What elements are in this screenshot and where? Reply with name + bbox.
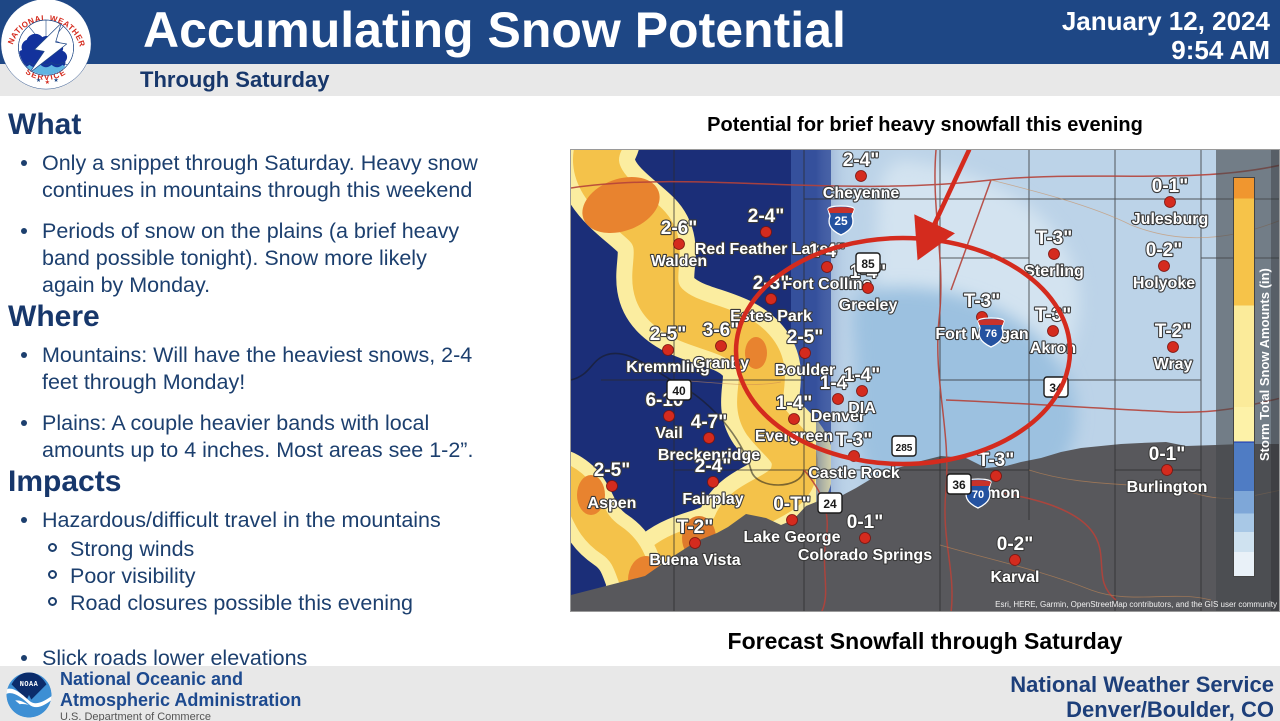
svg-text:0-2": 0-2" xyxy=(997,534,1033,555)
svg-text:36: 36 xyxy=(952,478,966,492)
svg-text:T-2": T-2" xyxy=(1155,321,1191,342)
svg-text:T-3": T-3" xyxy=(978,450,1014,471)
svg-text:0-1": 0-1" xyxy=(1149,444,1185,465)
svg-text:4-7": 4-7" xyxy=(691,412,727,433)
svg-text:0-2": 0-2" xyxy=(1146,240,1182,261)
svg-text:★: ★ xyxy=(36,77,41,84)
svg-text:2-5": 2-5" xyxy=(594,460,630,481)
svg-text:1-4": 1-4" xyxy=(844,365,880,386)
svg-text:Greeley: Greeley xyxy=(839,297,898,314)
svg-text:Buena Vista: Buena Vista xyxy=(649,552,740,569)
svg-text:76: 76 xyxy=(985,328,997,340)
svg-text:24: 24 xyxy=(823,497,837,511)
svg-text:2-4": 2-4" xyxy=(748,206,784,227)
svg-text:285: 285 xyxy=(896,443,913,454)
svg-text:Vail: Vail xyxy=(655,425,683,442)
svg-text:2-4": 2-4" xyxy=(843,150,879,171)
svg-text:40: 40 xyxy=(672,384,686,398)
svg-text:Karval: Karval xyxy=(991,569,1040,586)
svg-text:DIA: DIA xyxy=(848,400,876,417)
svg-text:0-T": 0-T" xyxy=(773,494,811,515)
svg-text:★: ★ xyxy=(45,79,50,86)
svg-text:2-5": 2-5" xyxy=(787,327,823,348)
svg-text:T-3": T-3" xyxy=(964,291,1000,312)
svg-text:2-4": 2-4" xyxy=(695,456,731,477)
svg-text:25: 25 xyxy=(834,214,848,228)
svg-text:NOAA: NOAA xyxy=(20,681,39,689)
svg-text:85: 85 xyxy=(861,257,875,271)
svg-text:★: ★ xyxy=(53,77,58,84)
svg-text:Granby: Granby xyxy=(693,355,749,372)
svg-text:70: 70 xyxy=(972,489,984,501)
svg-text:T-3": T-3" xyxy=(1036,228,1072,249)
svg-text:0-1": 0-1" xyxy=(1152,176,1188,197)
svg-text:Castle Rock: Castle Rock xyxy=(808,465,900,482)
svg-text:T-3": T-3" xyxy=(836,430,872,451)
svg-text:3-6": 3-6" xyxy=(703,320,739,341)
svg-text:Cheyenne: Cheyenne xyxy=(823,185,900,202)
svg-text:Julesburg: Julesburg xyxy=(1132,211,1208,228)
svg-text:Walden: Walden xyxy=(651,253,707,270)
svg-text:2-5": 2-5" xyxy=(650,324,686,345)
svg-text:1-4": 1-4" xyxy=(776,393,812,414)
svg-text:Lake George: Lake George xyxy=(744,529,841,546)
svg-text:Burlington: Burlington xyxy=(1127,479,1208,496)
svg-text:T-2": T-2" xyxy=(677,517,713,538)
svg-text:2-6": 2-6" xyxy=(661,218,697,239)
svg-text:Holyoke: Holyoke xyxy=(1133,275,1195,292)
svg-text:Fairplay: Fairplay xyxy=(682,491,743,508)
svg-text:Aspen: Aspen xyxy=(588,495,637,512)
svg-text:Wray: Wray xyxy=(1154,356,1193,373)
svg-text:0-1": 0-1" xyxy=(847,512,883,533)
svg-text:Colorado Springs: Colorado Springs xyxy=(798,547,932,564)
